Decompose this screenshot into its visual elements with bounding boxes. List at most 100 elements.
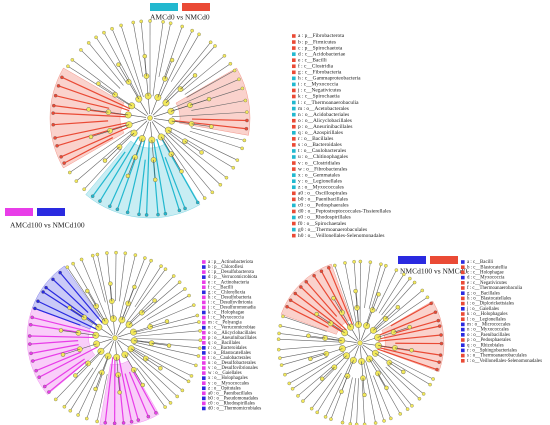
clade-branch [377, 346, 440, 363]
legend-swatch [150, 3, 178, 11]
clade-branch [163, 42, 211, 102]
key-swatch [202, 295, 206, 300]
clade-branch [140, 21, 147, 77]
clade-branch [371, 357, 413, 406]
legend-swatch [398, 256, 426, 264]
clade-branch [119, 255, 136, 320]
clade-branch [133, 321, 199, 335]
clade-node [85, 288, 90, 294]
key-label: d : c__Acidobacteriae [298, 51, 346, 57]
clade-branch [53, 105, 129, 116]
clade-branch [132, 346, 192, 377]
clade-branch [328, 267, 354, 327]
clade-node [197, 320, 201, 324]
clade-branch [128, 351, 178, 397]
clade-node [186, 379, 191, 384]
clade-branch [83, 148, 122, 190]
clade-node [290, 387, 295, 391]
key-label: i : c__Desulfovibrionia [208, 300, 253, 305]
clade-node [228, 61, 233, 66]
clade-node [41, 290, 45, 294]
key-swatch [202, 280, 206, 284]
clade-node [299, 285, 303, 289]
clade-node [28, 342, 32, 346]
clade-node [402, 272, 406, 277]
key-label: n : c__Verrucomicrobiae [208, 326, 255, 331]
key-swatch [202, 376, 206, 380]
clade-branch [109, 124, 130, 132]
clade-node [374, 333, 382, 341]
clade-node [192, 73, 198, 78]
key-label: d0 : o__Thermomicrobiales [208, 407, 261, 412]
clade-branch [366, 309, 373, 326]
key-label: c0 : o__Pedosphaerales [298, 203, 349, 209]
key-swatch [202, 330, 206, 335]
clade-branch [77, 371, 100, 416]
clade-branch [29, 340, 79, 345]
key-swatch [292, 118, 296, 123]
clade-branch [375, 269, 397, 312]
clade-node [168, 401, 173, 405]
clade-branch [302, 367, 336, 402]
clade-branch [381, 278, 411, 316]
clade-node [348, 422, 353, 425]
key-swatch [292, 64, 296, 69]
clade-node [199, 150, 204, 155]
legend-swatch [37, 208, 65, 216]
key-swatch [461, 322, 465, 327]
clade-branch [356, 307, 359, 325]
clade-node [362, 392, 367, 398]
clade-branch [63, 137, 114, 164]
clade-node [182, 138, 188, 145]
key-label: g : o__Bacillales [467, 291, 500, 296]
clade-branch [373, 375, 392, 419]
key-swatch [202, 361, 206, 365]
clade-branch [191, 100, 246, 111]
key-label: o : o__Alicyclobacillales [298, 118, 352, 124]
clade-node [115, 207, 120, 212]
clade-branch [156, 138, 180, 211]
key-swatch [461, 307, 465, 311]
clade-branch [320, 270, 344, 313]
key-swatch [461, 286, 465, 290]
key-swatch [292, 173, 296, 177]
key-label: h : c__Desulfobacteria [208, 295, 252, 300]
clade-branch [281, 352, 327, 366]
clade-node [436, 318, 441, 323]
clade-branch [133, 343, 196, 366]
clade-branch [30, 344, 79, 354]
clade-branch [127, 286, 135, 304]
key-swatch [292, 191, 296, 196]
clade-branch [34, 307, 81, 326]
key-label: t : o__Veillonellales-Selenomonadales [467, 359, 542, 364]
key-swatch [292, 34, 296, 38]
clade-node [156, 212, 160, 217]
clade-branch [171, 119, 247, 130]
clade-node [161, 20, 165, 24]
key-swatch [292, 233, 296, 238]
clade-node [27, 334, 32, 338]
clade-branch [88, 109, 109, 113]
clade-node [312, 273, 316, 278]
clade-node [53, 93, 58, 98]
clade-node [195, 200, 200, 205]
clade-node [382, 419, 386, 423]
clade-node [183, 206, 187, 211]
clade-node [117, 390, 122, 395]
clade-branch [378, 345, 395, 349]
key-swatch [202, 310, 206, 315]
clade-branch [29, 335, 96, 339]
key-swatch [202, 406, 206, 411]
clade-branch [313, 275, 351, 329]
clade-branch [133, 369, 144, 386]
clade-node [327, 265, 331, 270]
key-label: n : o__Myxococcales [467, 328, 509, 333]
clade-branch [168, 129, 186, 142]
clade-branch [132, 22, 144, 77]
key-label: v : o__Clostridiales [298, 160, 340, 166]
key-label: a : p__Actinobacteriota [208, 260, 254, 265]
clade-node [137, 212, 141, 217]
clade-node [121, 421, 126, 425]
clade-branch [69, 307, 85, 318]
